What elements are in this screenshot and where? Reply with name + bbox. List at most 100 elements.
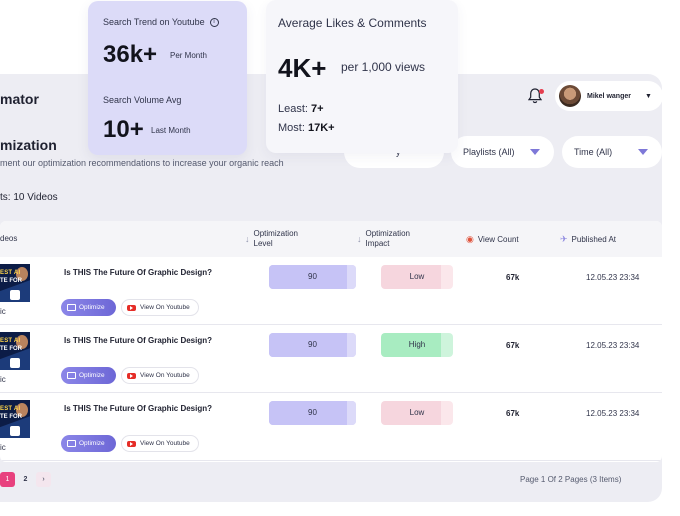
- col-impact-line2: Impact: [365, 239, 390, 248]
- youtube-label: View On Youtube: [140, 372, 190, 379]
- optimization-impact-badge: Low: [381, 265, 453, 289]
- likes-label: Average Likes & Comments: [278, 16, 427, 30]
- time-filter-label: Time (All): [574, 147, 613, 157]
- thumbnail-text-1: EST AI: [0, 406, 21, 412]
- time-filter[interactable]: Time (All): [562, 136, 662, 168]
- page-info: Page 1 Of 2 Pages (3 Items): [520, 475, 622, 484]
- table-row: EST AI TE FOR ic Is THIS The Future Of Grap…: [0, 257, 662, 325]
- level-rest: [347, 265, 356, 289]
- most-value: 17K+: [307, 122, 335, 134]
- impact-fill: [381, 401, 441, 425]
- view-on-youtube-button[interactable]: View On Youtube: [121, 435, 199, 452]
- col-optimization-level[interactable]: ↓ Optimization Level: [245, 229, 298, 249]
- video-category: ic: [0, 307, 6, 316]
- impact-value: High: [408, 340, 426, 349]
- youtube-icon: [127, 372, 136, 379]
- level-fill: [269, 265, 347, 289]
- thumbnail-text-2: TE FOR: [0, 278, 22, 284]
- col-view-count[interactable]: ◉ View Count: [466, 234, 519, 245]
- likes-comments-card: Average Likes & Comments 4K+ per 1,000 v…: [266, 0, 458, 153]
- video-thumbnail[interactable]: EST AI TE FOR: [0, 400, 30, 438]
- video-category: ic: [0, 443, 6, 452]
- thumbnail-badge: [10, 358, 20, 368]
- page-subtitle: ment our optimization recommendations to…: [0, 158, 284, 168]
- col-optimization-impact[interactable]: ↓ Optimization Impact: [357, 229, 410, 249]
- youtube-icon: [127, 304, 136, 311]
- col-videos[interactable]: deos: [0, 234, 17, 243]
- most-stat: Most: 17K+: [278, 122, 335, 134]
- published-at: 12.05.23 23:34: [586, 409, 640, 418]
- info-icon[interactable]: i: [209, 17, 219, 27]
- impact-fill: [381, 333, 441, 357]
- impact-rest: [441, 333, 453, 357]
- likes-unit: per 1,000 views: [341, 60, 426, 74]
- next-page-button[interactable]: ›: [36, 472, 51, 487]
- app-title: mator: [0, 91, 39, 107]
- thumbnail-text-1: EST AI: [0, 270, 21, 276]
- playlists-filter[interactable]: Playlists (All): [451, 136, 554, 168]
- caret-down-icon: ▼: [644, 92, 652, 100]
- view-count: 67k: [506, 273, 520, 282]
- col-videos-label: deos: [0, 234, 18, 243]
- optimize-label: Optimize: [79, 440, 105, 447]
- notification-dot: [539, 89, 544, 94]
- eye-icon: ◉: [466, 234, 474, 244]
- view-on-youtube-button[interactable]: View On Youtube: [121, 299, 199, 316]
- video-thumbnail[interactable]: EST AI TE FOR: [0, 332, 30, 370]
- view-on-youtube-button[interactable]: View On Youtube: [121, 367, 199, 384]
- thumbnail-text-2: TE FOR: [0, 414, 22, 420]
- thumbnail-face: [16, 335, 28, 349]
- optimize-button[interactable]: Optimize: [61, 367, 116, 384]
- most-label: Most:: [278, 122, 305, 134]
- view-count: 67k: [506, 341, 520, 350]
- least-value: 7+: [311, 103, 324, 115]
- published-at: 12.05.23 23:34: [586, 273, 640, 282]
- playlists-filter-label: Playlists (All): [463, 147, 515, 157]
- col-published-at[interactable]: ✈ Published At: [560, 234, 616, 245]
- video-title[interactable]: Is THIS The Future Of Graphic Design?: [64, 268, 213, 277]
- trend-label: Search Trend on Youtube: [103, 17, 205, 27]
- thumbnail-face: [16, 403, 28, 417]
- caret-down-icon: [530, 149, 540, 155]
- optimize-label: Optimize: [79, 304, 105, 311]
- notification-bell-icon[interactable]: [527, 88, 544, 106]
- optimization-impact-badge: Low: [381, 401, 453, 425]
- optimize-icon: [67, 440, 76, 447]
- page-button-1[interactable]: 1: [0, 472, 15, 487]
- optimize-icon: [67, 372, 76, 379]
- col-level-line1: Optimization: [253, 229, 298, 238]
- videos-table: deos ↓ Optimization Level ↓ Optimization…: [0, 221, 662, 462]
- search-trend-card: Search Trend on Youtube i 36k+ Per Month…: [88, 1, 247, 155]
- table-row: EST AI TE FOR ic Is THIS The Future Of Grap…: [0, 393, 662, 461]
- optimize-label: Optimize: [79, 372, 105, 379]
- thumbnail-badge: [10, 290, 20, 300]
- likes-value: 4K+: [278, 53, 327, 83]
- table-row: EST AI TE FOR ic Is THIS The Future Of Grap…: [0, 325, 662, 393]
- video-thumbnail[interactable]: EST AI TE FOR: [0, 264, 30, 302]
- rocket-icon: ✈: [560, 234, 568, 244]
- level-fill: [269, 333, 347, 357]
- optimize-button[interactable]: Optimize: [61, 299, 116, 316]
- user-menu[interactable]: Mikel wanger ▼: [555, 81, 663, 111]
- volume-unit: Last Month: [151, 126, 191, 135]
- page-button-2[interactable]: 2: [23, 476, 28, 483]
- optimize-button[interactable]: Optimize: [61, 435, 116, 452]
- col-published-label: Published At: [571, 235, 617, 244]
- impact-value: Low: [409, 272, 425, 281]
- thumbnail-badge: [10, 426, 20, 436]
- thumbnail-face: [16, 267, 28, 281]
- trend-label-row: Search Trend on Youtube i: [103, 17, 219, 27]
- video-title[interactable]: Is THIS The Future Of Graphic Design?: [64, 404, 213, 413]
- level-fill: [269, 401, 347, 425]
- col-level-line2: Level: [253, 239, 273, 248]
- table-header: deos ↓ Optimization Level ↓ Optimization…: [0, 221, 662, 257]
- trend-value: 36k+: [103, 41, 158, 68]
- impact-value: Low: [409, 408, 425, 417]
- sort-arrow-icon: ↓: [245, 234, 250, 244]
- results-count: ts: 10 Videos: [0, 192, 58, 203]
- impact-rest: [441, 265, 453, 289]
- optimization-level-bar: 90: [269, 333, 356, 357]
- col-impact-label: Optimization Impact: [366, 229, 410, 249]
- sort-arrow-icon: ↓: [357, 234, 362, 244]
- video-title[interactable]: Is THIS The Future Of Graphic Design?: [64, 336, 213, 345]
